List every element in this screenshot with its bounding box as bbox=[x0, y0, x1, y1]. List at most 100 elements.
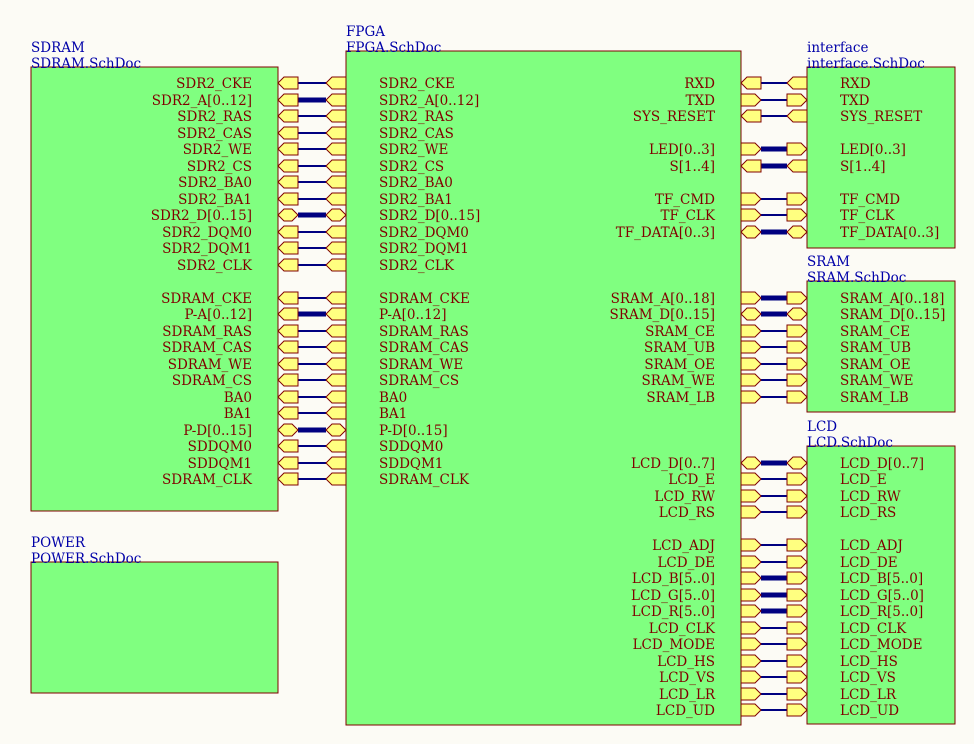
sheet-entry-fpga[interactable]: SRAM_WE bbox=[642, 373, 762, 389]
sheet-entry-sdram[interactable]: SDR2_A[0..12] bbox=[152, 93, 299, 109]
sheet-entry-lcd[interactable]: LCD_MODE bbox=[786, 637, 922, 653]
sheet-entry-fpga[interactable]: BA0 bbox=[325, 390, 407, 406]
sheet-entry-fpga[interactable]: SDRAM_RAS bbox=[325, 324, 469, 340]
sheet-entry-fpga[interactable]: LCD_CLK bbox=[649, 621, 762, 637]
sheet-entry-sdram[interactable]: SDDQM0 bbox=[188, 439, 299, 455]
sheet-entry-fpga[interactable]: SDDQM0 bbox=[325, 439, 443, 455]
sheet-entry-sdram[interactable]: SDRAM_CS bbox=[172, 373, 299, 389]
sheet-entry-sdram[interactable]: SDRAM_CLK bbox=[162, 472, 299, 488]
sheet-entry-lcd[interactable]: LCD_CLK bbox=[786, 621, 907, 637]
sheet-entry-sdram[interactable]: SDR2_CLK bbox=[177, 258, 299, 274]
sheet-entry-fpga[interactable]: LCD_ADJ bbox=[652, 538, 762, 554]
sheet-entry-sram[interactable]: SRAM_CE bbox=[786, 324, 910, 340]
sheet-entry-fpga[interactable]: P-A[0..12] bbox=[325, 307, 447, 323]
sheet-entry-fpga[interactable]: LCD_RS bbox=[659, 505, 762, 521]
sheet-entry-sram[interactable]: SRAM_LB bbox=[786, 390, 909, 406]
sheet-entry-fpga[interactable]: SDR2_D[0..15] bbox=[325, 208, 480, 224]
sheet-entry-fpga[interactable]: SDRAM_WE bbox=[325, 357, 463, 373]
sheet-entry-sram[interactable]: SRAM_UB bbox=[786, 340, 911, 356]
sheet-entry-interface[interactable]: RXD bbox=[786, 76, 871, 92]
sheet-entry-sdram[interactable]: SDRAM_CKE bbox=[161, 291, 299, 307]
sheet-entry-fpga[interactable]: LCD_HS bbox=[657, 654, 762, 670]
sheet-symbol-fpga[interactable]: FPGAFPGA.SchDocSDR2_CKESDR2_A[0..12]SDR2… bbox=[325, 24, 762, 726]
sheet-entry-fpga[interactable]: LCD_MODE bbox=[633, 637, 762, 653]
sheet-entry-lcd[interactable]: LCD_LR bbox=[786, 687, 897, 703]
sheet-entry-lcd[interactable]: LCD_E bbox=[786, 472, 887, 488]
sheet-entry-fpga[interactable]: LCD_DE bbox=[657, 555, 762, 571]
sheet-entry-lcd[interactable]: LCD_G[5..0] bbox=[786, 588, 924, 604]
sheet-entry-sdram[interactable]: SDR2_D[0..15] bbox=[151, 208, 299, 224]
sheet-entry-fpga[interactable]: LCD_RW bbox=[654, 489, 762, 505]
sheet-entry-sdram[interactable]: SDRAM_CAS bbox=[162, 340, 299, 356]
sheet-entry-fpga[interactable]: SDR2_DQM1 bbox=[325, 241, 469, 257]
sheet-entry-fpga[interactable]: LCD_D[0..7] bbox=[631, 456, 762, 472]
sheet-entry-sdram[interactable]: SDR2_DQM1 bbox=[162, 241, 299, 257]
sheet-entry-fpga[interactable]: SDR2_CAS bbox=[325, 126, 454, 142]
sheet-entry-fpga[interactable]: SDDQM1 bbox=[325, 456, 443, 472]
sheet-entry-fpga[interactable]: LCD_B[5..0] bbox=[632, 571, 762, 587]
sheet-entry-fpga[interactable]: LCD_LR bbox=[659, 687, 762, 703]
sheet-entry-sdram[interactable]: SDDQM1 bbox=[188, 456, 299, 472]
sheet-entry-fpga[interactable]: SRAM_LB bbox=[646, 390, 762, 406]
sheet-entry-fpga[interactable]: SDR2_A[0..12] bbox=[325, 93, 479, 109]
sheet-entry-interface[interactable]: TF_CMD bbox=[786, 192, 900, 208]
sheet-entry-fpga[interactable]: LCD_UD bbox=[656, 703, 762, 719]
sheet-entry-sdram[interactable]: SDRAM_RAS bbox=[162, 324, 299, 340]
sheet-entry-sram[interactable]: SRAM_OE bbox=[786, 357, 911, 373]
sheet-entry-lcd[interactable]: LCD_VS bbox=[786, 670, 896, 686]
sheet-entry-lcd[interactable]: LCD_RS bbox=[786, 505, 896, 521]
sheet-entry-fpga[interactable]: LCD_VS bbox=[659, 670, 762, 686]
sheet-entry-fpga[interactable]: LCD_R[5..0] bbox=[632, 604, 762, 620]
sheet-entry-fpga[interactable]: SDR2_CS bbox=[325, 159, 444, 175]
sheet-entry-sdram[interactable]: SDR2_BA0 bbox=[178, 175, 299, 191]
sheet-symbol-sdram[interactable]: SDRAMSDRAM.SchDocSDR2_CKESDR2_A[0..12]SD… bbox=[30, 40, 299, 512]
sheet-entry-fpga[interactable]: SDR2_DQM0 bbox=[325, 225, 469, 241]
sheet-entry-sdram[interactable]: P-D[0..15] bbox=[183, 423, 299, 439]
sheet-entry-fpga[interactable]: SDRAM_CKE bbox=[325, 291, 470, 307]
sheet-entry-lcd[interactable]: LCD_RW bbox=[786, 489, 901, 505]
sheet-entry-sram[interactable]: SRAM_D[0..15] bbox=[786, 307, 945, 323]
sheet-entry-lcd[interactable]: LCD_ADJ bbox=[786, 538, 903, 554]
sheet-entry-lcd[interactable]: LCD_D[0..7] bbox=[786, 456, 924, 472]
sheet-entry-sram[interactable]: SRAM_WE bbox=[786, 373, 913, 389]
sheet-entry-sdram[interactable]: SDR2_CKE bbox=[176, 76, 299, 92]
sheet-entry-lcd[interactable]: LCD_HS bbox=[786, 654, 898, 670]
sheet-entry-lcd[interactable]: LCD_B[5..0] bbox=[786, 571, 923, 587]
sheet-entry-fpga[interactable]: TXD bbox=[686, 93, 762, 109]
sheet-entry-fpga[interactable]: SDR2_RAS bbox=[325, 109, 454, 125]
sheet-entry-fpga[interactable]: LED[0..3] bbox=[649, 142, 762, 158]
sheet-entry-fpga[interactable]: SDR2_BA1 bbox=[325, 192, 453, 208]
sheet-entry-fpga[interactable]: SRAM_UB bbox=[644, 340, 762, 356]
sheet-entry-sdram[interactable]: BA1 bbox=[224, 406, 299, 422]
sheet-entry-interface[interactable]: TF_CLK bbox=[786, 208, 895, 224]
sheet-entry-fpga[interactable]: TF_CLK bbox=[660, 208, 762, 224]
sheet-entry-fpga[interactable]: SDRAM_CAS bbox=[325, 340, 469, 356]
sheet-entry-fpga[interactable]: SRAM_OE bbox=[644, 357, 762, 373]
sheet-entry-interface[interactable]: S[1..4] bbox=[786, 159, 886, 175]
sheet-entry-fpga[interactable]: BA1 bbox=[325, 406, 407, 422]
sheet-entry-fpga[interactable]: LCD_E bbox=[668, 472, 762, 488]
sheet-entry-fpga[interactable]: SDR2_BA0 bbox=[325, 175, 453, 191]
sheet-entry-fpga[interactable]: SRAM_A[0..18] bbox=[611, 291, 762, 307]
sheet-entry-fpga[interactable]: SRAM_D[0..15] bbox=[610, 307, 762, 323]
sheet-symbol-lcd[interactable]: LCDLCD.SchDocLCD_D[0..7]LCD_ELCD_RWLCD_R… bbox=[786, 419, 956, 725]
sheet-entry-fpga[interactable]: SDR2_CLK bbox=[325, 258, 455, 274]
sheet-entry-sdram[interactable]: P-A[0..12] bbox=[184, 307, 299, 323]
sheet-entry-lcd[interactable]: LCD_R[5..0] bbox=[786, 604, 923, 620]
sheet-entry-interface[interactable]: TXD bbox=[786, 93, 870, 109]
sheet-entry-sdram[interactable]: SDRAM_WE bbox=[168, 357, 299, 373]
sheet-entry-sdram[interactable]: BA0 bbox=[224, 390, 299, 406]
sheet-entry-lcd[interactable]: LCD_UD bbox=[786, 703, 899, 719]
sheet-entry-fpga[interactable]: TF_DATA[0..3] bbox=[616, 225, 762, 241]
sheet-entry-interface[interactable]: SYS_RESET bbox=[786, 109, 922, 125]
sheet-entry-sdram[interactable]: SDR2_CS bbox=[187, 159, 299, 175]
sheet-entry-interface[interactable]: LED[0..3] bbox=[786, 142, 906, 158]
sheet-entry-fpga[interactable]: S[1..4] bbox=[669, 159, 762, 175]
sheet-entry-sdram[interactable]: SDR2_RAS bbox=[177, 109, 299, 125]
sheet-entry-fpga[interactable]: SDR2_WE bbox=[325, 142, 448, 158]
sheet-entry-fpga[interactable]: TF_CMD bbox=[655, 192, 762, 208]
sheet-entry-sdram[interactable]: SDR2_DQM0 bbox=[162, 225, 299, 241]
